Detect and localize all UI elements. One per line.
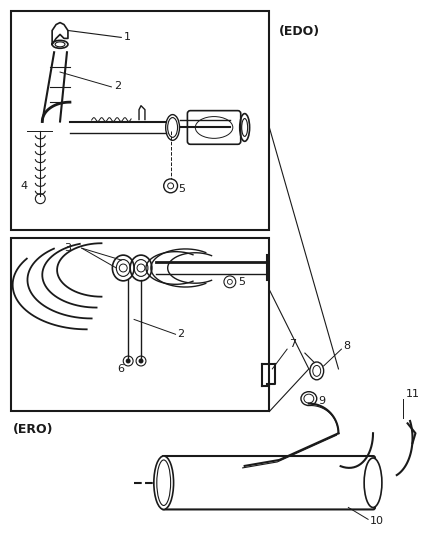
Text: (EDO): (EDO) [279, 25, 320, 37]
Circle shape [138, 359, 144, 364]
Text: 4: 4 [21, 181, 28, 191]
Text: 9: 9 [319, 395, 326, 406]
Bar [11, 11, 269, 230]
Text: 11: 11 [406, 389, 420, 399]
Text: 2: 2 [177, 329, 185, 340]
Bar [11, 238, 269, 411]
Text: 10: 10 [370, 516, 384, 526]
Text: 5: 5 [238, 277, 245, 287]
Text: 6: 6 [117, 364, 124, 374]
Text: (ERO): (ERO) [13, 423, 53, 437]
Text: 3: 3 [64, 243, 71, 253]
Text: 1: 1 [124, 33, 131, 43]
Circle shape [126, 359, 131, 364]
Text: 5: 5 [179, 184, 186, 194]
Text: 7: 7 [289, 339, 296, 349]
Text: 8: 8 [343, 341, 350, 351]
Ellipse shape [154, 456, 173, 510]
Ellipse shape [364, 458, 382, 507]
Text: 2: 2 [114, 81, 121, 91]
